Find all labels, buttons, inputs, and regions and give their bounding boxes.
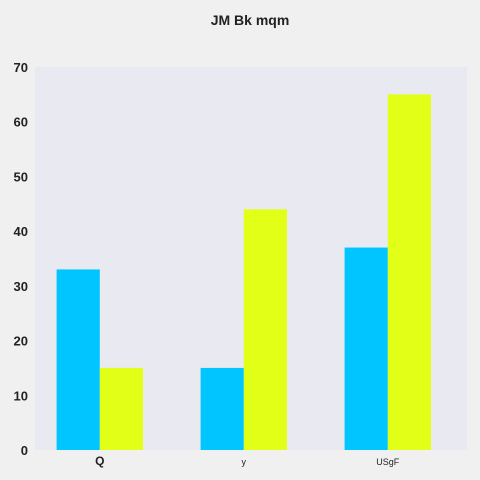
bar-2-USgF [387,94,431,451]
y-tick-label: 40 [14,224,28,239]
bars-group [56,94,431,451]
x-tick-label: USgF [376,457,400,467]
y-tick-label: 50 [14,169,28,184]
chart-title: JM Bk mqm [211,12,290,28]
bar-2-Q [99,367,143,450]
bar-2-y [243,209,287,450]
y-tick-label: 20 [14,334,28,349]
y-tick-label: 10 [14,388,28,403]
bar-1-Q [56,269,100,450]
bar-1-y [200,367,244,450]
y-tick-label: 30 [14,279,28,294]
bar-1-USgF [344,247,388,450]
y-tick-label: 60 [14,115,28,130]
y-tick-label: 0 [21,443,28,458]
x-tick-label: y [242,457,247,467]
x-tick-label: Q [95,454,104,468]
y-tick-label: 70 [14,60,28,75]
y-axis-ticks: 0 10 20 30 40 50 60 70 [14,60,28,458]
